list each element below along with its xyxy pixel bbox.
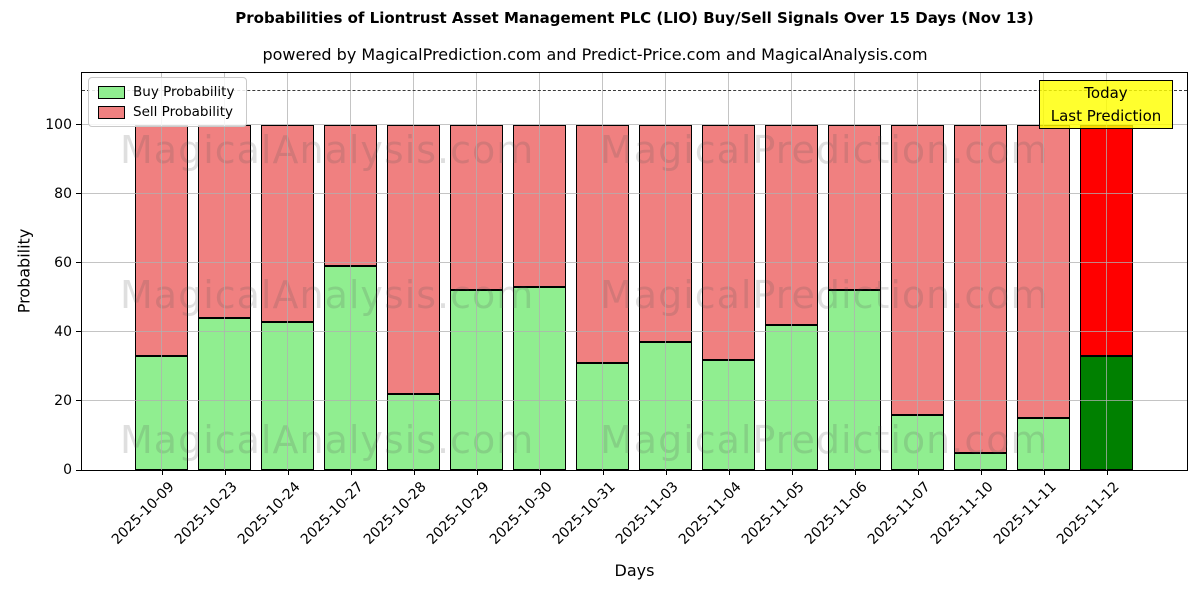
dashed-threshold-line [82,90,1187,92]
watermark-text: MagicalPrediction.com [600,273,1049,317]
h-gridline [82,331,1187,333]
v-gridline [602,73,604,470]
x-tick [287,470,289,475]
sell-color-swatch [98,105,125,119]
x-tick [1043,470,1045,475]
legend-label-buy: Buy Probability [133,84,235,100]
x-tick-label: 2025-11-07 [865,479,935,548]
x-tick [980,470,982,475]
y-tick [76,124,81,126]
h-gridline [82,124,1187,126]
v-gridline [539,73,541,470]
x-tick [539,470,541,475]
v-gridline [854,73,856,470]
watermark-text: MagicalAnalysis.com [120,273,535,317]
x-tick [161,470,163,475]
x-tick-label: 2025-11-12 [1054,479,1124,548]
y-tick-label: 60 [54,254,72,271]
x-tick-label: 2025-10-23 [172,479,242,548]
x-tick [224,470,226,475]
v-gridline [980,73,982,470]
v-gridline [413,73,415,470]
x-tick [413,470,415,475]
v-gridline [287,73,289,470]
x-tick-label: 2025-11-10 [928,479,998,548]
x-tick [602,470,604,475]
x-tick-label: 2025-10-28 [361,479,431,548]
v-gridline [728,73,730,470]
y-axis-label: Probability [14,228,34,314]
watermark-text: MagicalPrediction.com [600,128,1049,172]
v-gridline [791,73,793,470]
y-tick [76,331,81,333]
v-gridline [1043,73,1045,470]
v-gridline [224,73,226,470]
y-tick [76,193,81,195]
x-tick-label: 2025-11-03 [613,479,683,548]
callout-line-2: Last Prediction [1050,106,1162,125]
legend: Buy Probability Sell Probability [88,77,248,127]
x-tick-label: 2025-11-04 [676,479,746,548]
x-tick [728,470,730,475]
v-gridline [917,73,919,470]
v-gridline [350,73,352,470]
callout-line-1: Today [1084,84,1128,102]
h-gridline [82,193,1187,195]
y-tick [76,262,81,264]
x-tick [1106,470,1108,475]
x-tick-label: 2025-10-31 [550,479,620,548]
h-gridline [82,262,1187,264]
x-tick [917,470,919,475]
v-gridline [1106,73,1108,470]
y-tick [76,400,81,402]
today-last-prediction-callout: Today Last Prediction [1039,80,1173,129]
y-tick-label: 0 [63,462,72,478]
x-tick [350,470,352,475]
v-gridline [476,73,478,470]
x-tick-label: 2025-10-09 [109,479,179,548]
legend-item-buy: Buy Probability [98,84,234,100]
x-tick-label: 2025-10-27 [298,479,368,548]
x-tick-label: 2025-11-05 [739,479,809,548]
x-tick-label: 2025-11-11 [991,479,1061,548]
y-tick-label: 100 [45,116,72,133]
v-gridline [161,73,163,470]
x-tick [476,470,478,475]
h-gridline [82,400,1187,402]
v-gridline [665,73,667,470]
y-tick-label: 80 [54,185,72,202]
watermark-text: MagicalAnalysis.com [120,418,535,462]
x-tick [791,470,793,475]
plot-area: Buy Probability Sell Probability Today L… [45,72,1188,548]
x-tick [665,470,667,475]
x-tick [854,470,856,475]
x-tick-label: 2025-10-30 [487,479,557,548]
x-axis-label: Days [614,561,655,580]
x-tick-label: 2025-11-06 [802,479,872,548]
y-tick-label: 20 [54,392,72,409]
x-tick-label: 2025-10-24 [235,479,305,548]
y-tick [76,469,81,471]
legend-label-sell: Sell Probability [133,104,234,120]
y-tick-label: 40 [54,323,72,340]
chart-subtitle: powered by MagicalPrediction.com and Pre… [262,45,928,64]
x-tick-label: 2025-10-29 [424,479,494,548]
watermark-text: MagicalPrediction.com [600,418,1049,462]
chart-title: Probabilities of Liontrust Asset Managem… [235,9,1034,27]
legend-item-sell: Sell Probability [98,104,234,120]
watermark-text: MagicalAnalysis.com [120,128,535,172]
buy-color-swatch [98,85,125,99]
